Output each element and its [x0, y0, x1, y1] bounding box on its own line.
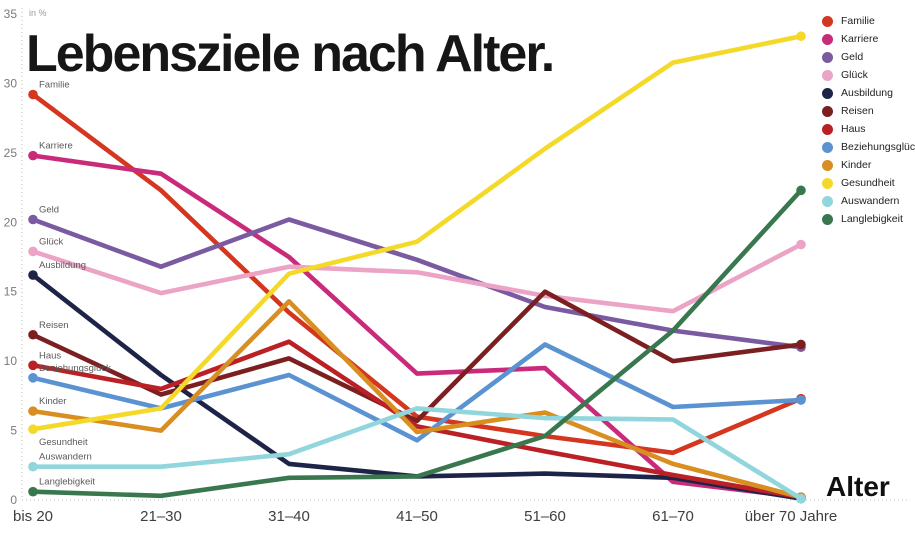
series-line-karriere — [30, 153, 804, 500]
series-label-kinder: Kinder — [39, 396, 66, 407]
series-label-geld: Geld — [39, 205, 59, 216]
series-line-kinder — [30, 299, 804, 500]
series-label-gesundheit: Gesundheit — [39, 437, 88, 448]
series-line-gesundheit — [30, 33, 804, 432]
series-label-ausbildung: Ausbildung — [39, 260, 86, 271]
legend-label: Kinder — [841, 159, 872, 171]
series-endpoint-gesundheit — [28, 424, 38, 434]
series-endpoint-kinder — [28, 406, 38, 416]
series-endpoint-gesundheit — [796, 31, 806, 42]
legend-label: Geld — [841, 51, 864, 63]
legend-item-ausbildung[interactable]: Ausbildung — [822, 87, 915, 99]
y-tick-label: 30 — [4, 76, 18, 90]
x-tick-label: 51–60 — [524, 508, 566, 525]
series-line-haus — [30, 339, 804, 500]
legend-label: Karriere — [841, 33, 879, 45]
legend-swatch-icon — [822, 69, 833, 81]
legend-label: Reisen — [841, 105, 874, 117]
legend-item-reisen[interactable]: Reisen — [822, 105, 915, 117]
legend-label: Ausbildung — [841, 87, 893, 99]
series-label-reisen: Reisen — [39, 320, 69, 331]
series-endpoint-glueck — [796, 239, 806, 250]
series-endpoint-reisen — [28, 329, 38, 340]
legend-item-haus[interactable]: Haus — [822, 123, 915, 135]
y-tick-label: 20 — [4, 215, 18, 229]
series-endpoint-geld — [28, 214, 38, 225]
legend-swatch-icon — [822, 177, 833, 189]
legend-item-familie[interactable]: Familie — [822, 15, 915, 27]
series-endpoint-ausbildung — [28, 270, 38, 280]
series-line-familie — [30, 92, 804, 456]
series-label-auswandern: Auswandern — [39, 452, 92, 463]
legend-swatch-icon — [822, 213, 833, 225]
legend-item-geld[interactable]: Geld — [822, 51, 915, 63]
y-tick-label: 5 — [10, 424, 17, 438]
legend-item-gesundheit[interactable]: Gesundheit — [822, 177, 915, 189]
y-tick-label: 15 — [4, 285, 18, 299]
series-line-langlebigkeit — [30, 188, 804, 499]
x-tick-label: bis 20 — [13, 508, 53, 525]
legend-item-auswandern[interactable]: Auswandern — [822, 195, 915, 207]
x-tick-label: 21–30 — [140, 508, 182, 525]
legend-swatch-icon — [822, 51, 833, 63]
page-title: Lebensziele nach Alter. — [26, 25, 555, 83]
legend-label: Langlebigkeit — [841, 213, 903, 225]
legend-item-karriere[interactable]: Karriere — [822, 33, 915, 45]
series-endpoint-beziehungsglueck — [796, 395, 806, 405]
series-label-haus: Haus — [39, 350, 61, 361]
legend-label: Auswandern — [841, 195, 900, 207]
series-endpoint-karriere — [28, 150, 38, 161]
legend-item-kinder[interactable]: Kinder — [822, 159, 915, 171]
series-line-geld — [30, 217, 804, 350]
series-label-glueck: Glück — [39, 236, 64, 247]
series-endpoint-auswandern — [796, 493, 806, 504]
legend: Familie Karriere Geld Glück Ausbildung Reisen… — [822, 15, 915, 225]
legend-item-glueck[interactable]: Glück — [822, 69, 915, 81]
series-endpoint-auswandern — [28, 461, 38, 472]
legend-swatch-icon — [822, 141, 833, 153]
x-tick-label: 61–70 — [652, 508, 694, 525]
legend-swatch-icon — [822, 105, 833, 117]
series-line-glueck — [30, 242, 804, 314]
series-line-reisen — [30, 289, 804, 424]
legend-label: Haus — [841, 123, 866, 135]
series-endpoint-familie — [28, 89, 38, 100]
series-endpoint-beziehungsglueck — [28, 373, 38, 383]
y-tick-label: 25 — [4, 146, 18, 160]
legend-swatch-icon — [822, 159, 833, 171]
legend-swatch-icon — [822, 33, 833, 45]
series-label-karriere: Karriere — [39, 141, 73, 152]
series-label-langlebigkeit: Langlebigkeit — [39, 477, 95, 488]
series-label-familie: Familie — [39, 80, 70, 91]
series-line-auswandern — [30, 406, 804, 501]
x-tick-label: über 70 Jahre — [745, 508, 838, 525]
legend-swatch-icon — [822, 123, 833, 135]
y-tick-label: 10 — [4, 354, 18, 368]
legend-label: Glück — [841, 69, 868, 81]
legend-label: Beziehungsglück — [841, 141, 915, 153]
series-label-beziehungsglueck: Beziehungsglück — [39, 363, 111, 374]
series-endpoint-reisen — [796, 339, 806, 350]
x-axis-title: Alter — [826, 471, 890, 502]
legend-swatch-icon — [822, 87, 833, 99]
unit-label: in % — [29, 8, 47, 18]
series-endpoint-langlebigkeit — [796, 185, 806, 196]
x-tick-label: 31–40 — [268, 508, 310, 525]
x-tick-label: 41–50 — [396, 508, 438, 525]
legend-swatch-icon — [822, 195, 833, 207]
y-tick-label: 0 — [10, 493, 17, 507]
series-endpoint-glueck — [28, 246, 38, 257]
legend-label: Familie — [841, 15, 875, 27]
series-endpoint-haus — [28, 360, 38, 371]
legend-label: Gesundheit — [841, 177, 895, 189]
legend-swatch-icon — [822, 15, 833, 27]
legend-item-beziehungsglueck[interactable]: Beziehungsglück — [822, 141, 915, 153]
series-endpoint-langlebigkeit — [28, 486, 38, 497]
y-tick-label: 35 — [4, 7, 18, 21]
legend-item-langlebigkeit[interactable]: Langlebigkeit — [822, 213, 915, 225]
